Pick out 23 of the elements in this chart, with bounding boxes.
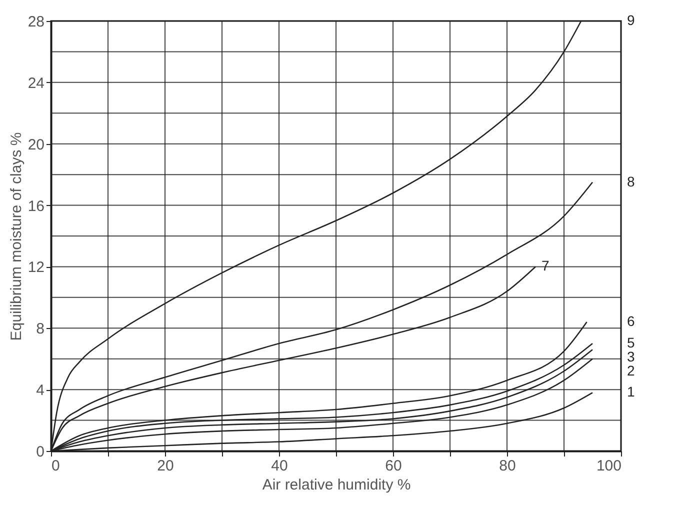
x-axis-title: Air relative humidity % <box>262 476 411 494</box>
text: 2 <box>627 362 635 378</box>
text: 9 <box>627 12 635 28</box>
text: 8 <box>627 173 635 190</box>
y-tick-label: 24 <box>28 74 44 92</box>
x-tick-label: 80 <box>499 458 516 474</box>
y-tick-label: 0 <box>36 444 44 460</box>
text: 6 <box>627 313 635 329</box>
x-tick-label: 0 <box>52 458 60 474</box>
x-tick-label: 20 <box>157 458 174 474</box>
y-tick-label: 16 <box>28 198 44 215</box>
y-tick-label: 20 <box>28 136 44 154</box>
x-tick-label: 60 <box>385 458 402 474</box>
y-tick-label: 12 <box>28 259 44 276</box>
text: 1 <box>627 384 635 400</box>
text: 3 <box>627 348 635 364</box>
x-tick-label: 100 <box>596 458 622 474</box>
y-axis-title: Equilibrium moisture of clays % <box>8 132 25 341</box>
x-tick-label: 40 <box>271 458 288 474</box>
text: 5 <box>627 334 635 350</box>
y-tick-label: 4 <box>36 382 44 400</box>
y-tick-label: 8 <box>36 320 44 338</box>
y-tick-label: 28 <box>28 14 44 30</box>
